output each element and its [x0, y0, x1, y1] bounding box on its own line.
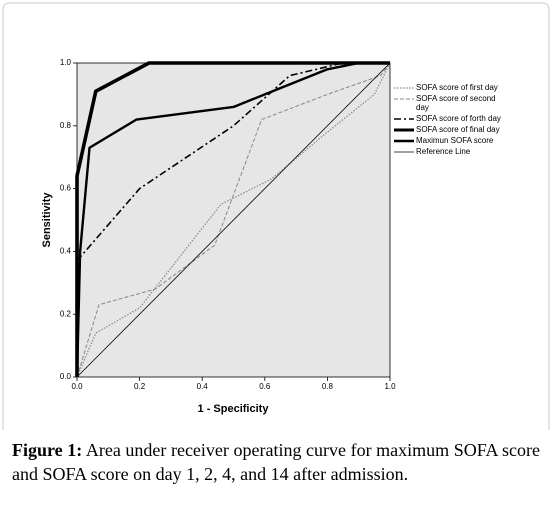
x-tick-label: 1.0 [384, 382, 396, 391]
x-tick-label: 0.2 [134, 382, 146, 391]
legend-label: SOFA score of second day [416, 94, 496, 112]
roc-curve [75, 61, 390, 377]
roc-curve [75, 61, 390, 378]
y-tick-label: 0.8 [60, 121, 72, 130]
y-tick-label: 0.6 [60, 184, 72, 193]
caption-text: Area under receiver operating curve for … [12, 440, 541, 484]
x-axis-title: 1 - Specificity [198, 403, 270, 415]
legend-swatch [394, 117, 414, 120]
legend-label: SOFA score of first day [416, 83, 498, 92]
y-tick-label: 1.0 [60, 58, 72, 67]
legend-label: SOFA score of final day [416, 124, 500, 134]
roc-curve [76, 62, 391, 378]
y-tick-label: 0.0 [60, 372, 72, 381]
x-tick-label: 0.0 [71, 382, 83, 391]
legend-item: SOFA score of second day [394, 94, 512, 112]
legend-label: Maximun SOFA score [416, 135, 494, 145]
legend-swatch [394, 151, 414, 152]
legend-swatch [394, 139, 414, 142]
legend-item: Reference Line [394, 146, 512, 157]
x-tick-label: 0.6 [259, 382, 271, 391]
x-tick-label: 0.4 [197, 382, 209, 391]
y-axis-title: Sensitivity [41, 192, 53, 248]
legend-item: SOFA score of forth day [394, 113, 512, 124]
legend: SOFA score of first day SOFA score of sec… [394, 83, 512, 159]
roc-curve [76, 62, 391, 378]
y-tick-label: 0.2 [60, 309, 72, 318]
legend-swatch [394, 98, 414, 100]
legend-label: SOFA score of forth day [416, 113, 501, 123]
legend-item: SOFA score of final day [394, 124, 512, 135]
legend-swatch [394, 128, 414, 131]
roc-curve [76, 62, 391, 378]
y-tick-label: 0.4 [60, 247, 72, 256]
caption: Figure 1: Area under receiver operating … [12, 438, 540, 486]
legend-label: Reference Line [416, 146, 471, 156]
legend-swatch [394, 87, 414, 89]
caption-label: Figure 1: [12, 440, 83, 460]
legend-item: SOFA score of first day [394, 83, 512, 93]
x-tick-label: 0.8 [322, 382, 334, 391]
legend-item: Maximun SOFA score [394, 135, 512, 146]
